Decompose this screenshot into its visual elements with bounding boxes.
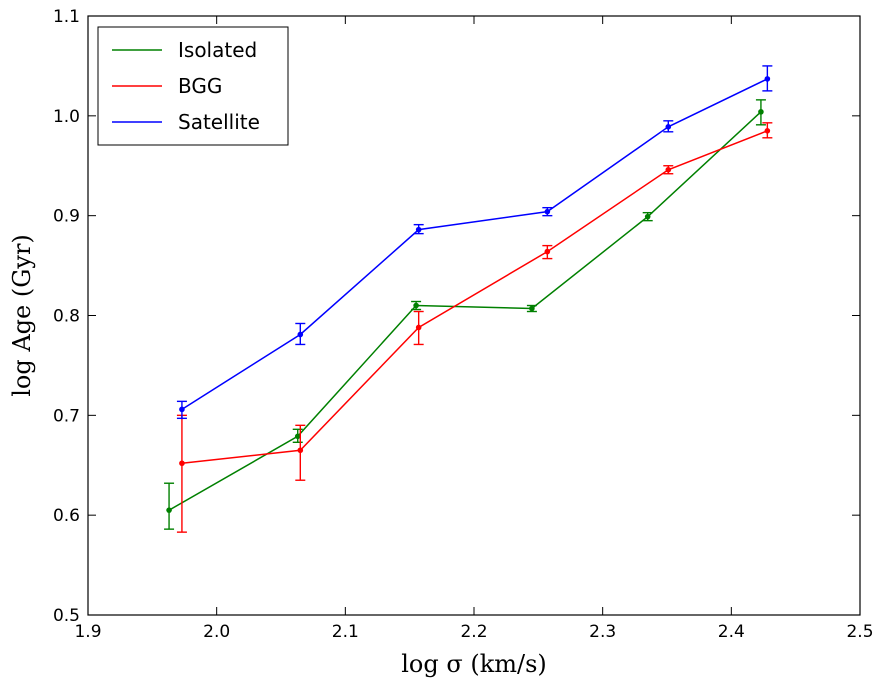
plot-area	[164, 65, 773, 533]
x-tick-label: 2.2	[460, 622, 487, 642]
data-point	[179, 460, 185, 467]
x-tick-label: 2.0	[203, 622, 230, 642]
series-isolated	[164, 99, 766, 530]
data-point	[413, 302, 419, 309]
legend-label: BGG	[178, 74, 222, 98]
data-point	[758, 109, 764, 115]
data-point	[644, 213, 651, 220]
y-tick-label: 0.7	[53, 406, 80, 426]
data-point	[415, 324, 422, 331]
data-point	[297, 331, 304, 338]
series-satellite	[176, 65, 773, 420]
x-tick-label: 1.9	[74, 622, 101, 642]
y-tick-label: 0.8	[53, 307, 80, 327]
data-point	[297, 447, 304, 454]
data-point	[665, 124, 672, 130]
x-tick-label: 2.3	[589, 622, 616, 642]
series-bgg	[176, 122, 773, 533]
data-point	[166, 507, 172, 513]
legend: Isolated BGG Satellite	[97, 26, 289, 146]
data-point	[764, 76, 771, 82]
y-tick-label: 0.9	[53, 207, 80, 227]
data-point	[764, 128, 771, 134]
data-point	[294, 433, 301, 440]
data-point	[529, 305, 535, 312]
y-tick-label: 0.5	[53, 606, 80, 626]
y-tick-label: 0.6	[53, 506, 80, 526]
x-tick-label: 2.4	[718, 622, 745, 642]
y-tick-label: 1.1	[53, 7, 80, 27]
x-tick-label: 2.1	[332, 622, 359, 642]
x-tick-label: 2.5	[846, 622, 873, 642]
series-line	[168, 111, 762, 511]
legend-label: Satellite	[178, 110, 260, 134]
x-axis-label: log σ (km/s)	[401, 650, 547, 678]
series-line	[181, 130, 768, 464]
data-point	[665, 166, 672, 173]
data-point	[544, 248, 551, 255]
data-point	[179, 406, 185, 413]
data-point	[544, 208, 551, 215]
series-line	[181, 78, 768, 410]
axis-ticks: 1.9 2.0 2.1 2.2 2.3 2.4 2.5 0.5 0.6 0.7 0.8 0.9 1.0 1…	[53, 7, 874, 642]
y-axis-label: log Age (Gyr)	[8, 234, 36, 397]
legend-label: Isolated	[178, 38, 257, 62]
y-tick-label: 1.0	[53, 107, 80, 127]
data-point	[415, 226, 422, 233]
